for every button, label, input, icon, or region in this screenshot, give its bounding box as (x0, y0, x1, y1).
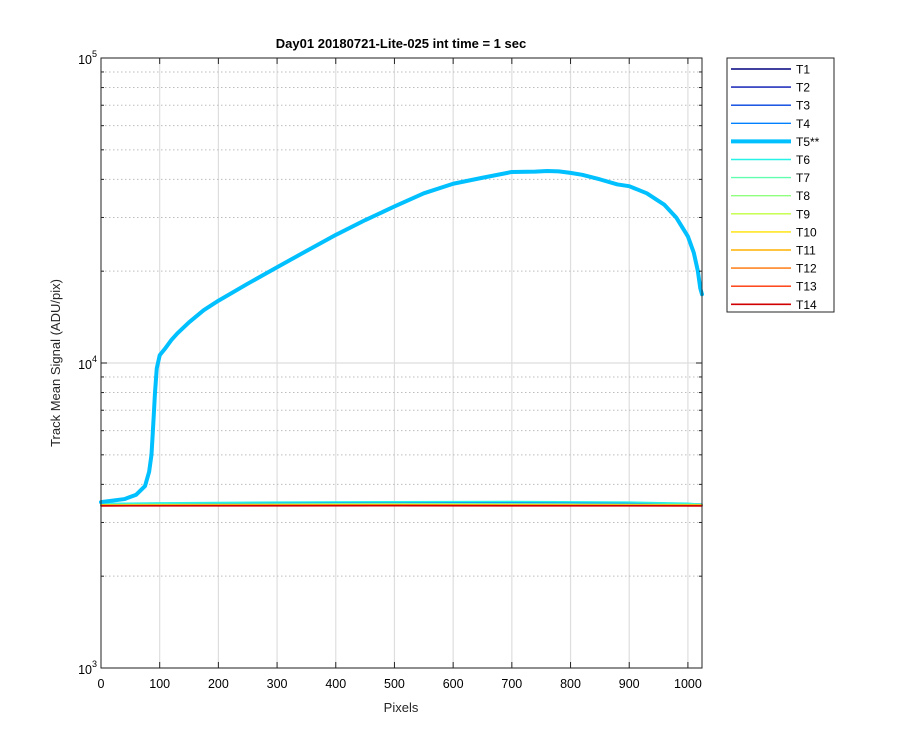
axis-ticks: 0 100 200 300 400 500 600 700 800 900 1000 103 104 10… (78, 49, 702, 691)
series-line-T5 (99, 169, 704, 505)
legend-label: T5** (796, 135, 820, 149)
plot-series (99, 169, 704, 507)
y-tick-label: 105 (78, 49, 97, 67)
legend-label: T2 (796, 81, 810, 95)
x-tick-label: 0 (98, 677, 105, 691)
legend-item[interactable]: T4 (731, 117, 810, 131)
x-tick-label: 600 (443, 677, 464, 691)
legend-item[interactable]: T14 (731, 298, 817, 312)
y-tick-label: 104 (78, 354, 97, 372)
legend-label: T1 (796, 63, 810, 77)
legend-item[interactable]: T1 (731, 63, 810, 77)
y-axis-label: Track Mean Signal (ADU/pix) (48, 279, 63, 447)
chart-title: Day01 20180721-Lite-025 int time = 1 sec (276, 36, 526, 51)
x-tick-label: 300 (267, 677, 288, 691)
legend-item[interactable]: T10 (731, 225, 817, 239)
legend-label: T3 (796, 99, 810, 113)
legend-label: T6 (796, 153, 810, 167)
legend-label: T11 (796, 244, 816, 258)
legend-item[interactable]: T7 (731, 171, 810, 185)
legend[interactable]: T1 T2 T3 T4 T5** T6 T7 T8 T9 T10 T11 T12 T13 T14 (726, 57, 835, 313)
x-tick-label: 400 (325, 677, 346, 691)
legend-label: T4 (796, 117, 810, 131)
legend-item[interactable]: T12 (731, 262, 817, 276)
legend-label: T14 (796, 298, 817, 312)
x-tick-label: 800 (560, 677, 581, 691)
legend-item[interactable]: T9 (731, 207, 810, 221)
series-line-T6 (100, 500, 703, 506)
legend-box (726, 57, 835, 313)
x-tick-label: 1000 (674, 677, 702, 691)
legend-item[interactable]: T6 (731, 153, 810, 167)
legend-item[interactable]: T3 (731, 99, 810, 113)
legend-item[interactable]: T5** (731, 135, 820, 149)
x-tick-label: 700 (501, 677, 522, 691)
x-tick-label: 100 (149, 677, 170, 691)
legend-label: T10 (796, 225, 817, 239)
legend-label: T9 (796, 207, 810, 221)
legend-label: T13 (796, 280, 817, 294)
x-tick-label: 500 (384, 677, 405, 691)
x-axis-label: Pixels (384, 700, 419, 715)
legend-label: T8 (796, 189, 810, 203)
legend-item[interactable]: T13 (731, 280, 817, 294)
legend-label: T12 (796, 262, 817, 276)
legend-item[interactable]: T2 (731, 81, 810, 95)
legend-label: T7 (796, 171, 810, 185)
x-tick-label: 200 (208, 677, 229, 691)
legend-item[interactable]: T11 (731, 244, 816, 258)
y-tick-label: 103 (78, 659, 97, 677)
x-tick-label: 900 (619, 677, 640, 691)
legend-item[interactable]: T8 (731, 189, 810, 203)
